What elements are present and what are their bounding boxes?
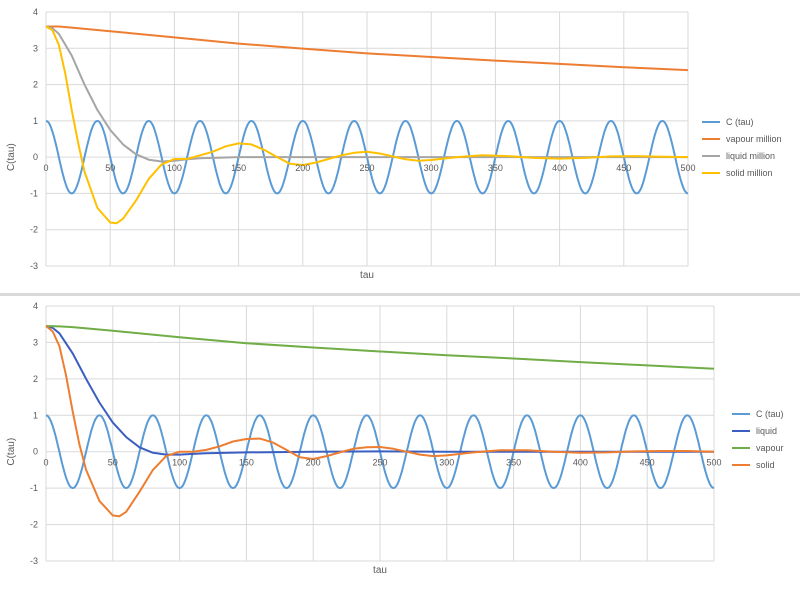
x-tick-label: 250 <box>359 163 374 173</box>
x-tick-label: 500 <box>706 458 721 468</box>
y-tick-label: 2 <box>33 80 38 90</box>
y-tick-label: -2 <box>30 520 38 530</box>
legend: C (tau) liquid vapour solid <box>732 409 784 470</box>
series-line-solid <box>45 325 715 518</box>
gridlines <box>45 11 689 267</box>
x-tick-label: 0 <box>43 458 48 468</box>
legend-label-solid: solid <box>756 460 775 470</box>
chart-panel-top: -3 -2 -1 0 1 2 3 4 0 50 100 150 200 250 300 350 400 450 50… <box>0 0 800 294</box>
x-tick-label: 350 <box>506 458 521 468</box>
legend-label-vapour-million: vapour million <box>726 134 782 144</box>
series-line-vapour-million <box>46 25 689 72</box>
y-axis-title: C(tau) <box>6 143 17 171</box>
series-line-vapour <box>45 325 715 370</box>
x-tick-label: 200 <box>295 163 310 173</box>
legend-label-c-tau: C (tau) <box>756 409 784 419</box>
y-tick-label: 0 <box>33 152 38 162</box>
legend-label-c-tau: C (tau) <box>726 117 754 127</box>
x-tick-label: 400 <box>552 163 567 173</box>
y-tick-label: -3 <box>30 261 38 271</box>
chart-bottom: -3 -2 -1 0 1 2 3 4 0 50 100 150 200 250 300 350 400 450 50… <box>6 301 784 576</box>
y-tick-label: -3 <box>30 556 38 566</box>
y-tick-label: 2 <box>33 374 38 384</box>
y-tick-label: 3 <box>33 337 38 347</box>
legend: C (tau) vapour million liquid million solid… <box>702 117 782 178</box>
y-tick-label: 3 <box>33 43 38 53</box>
gridlines <box>45 305 715 562</box>
x-tick-label: 350 <box>488 163 503 173</box>
y-tick-label: 0 <box>33 447 38 457</box>
y-tick-label: -2 <box>30 225 38 235</box>
chart-top: -3 -2 -1 0 1 2 3 4 0 50 100 150 200 250 300 350 400 450 50… <box>6 7 782 281</box>
y-tick-label: -1 <box>30 188 38 198</box>
x-tick-label: 250 <box>372 458 387 468</box>
x-axis-title: tau <box>360 270 374 281</box>
legend-label-liquid-million: liquid million <box>726 151 775 161</box>
x-axis-title: tau <box>373 565 387 576</box>
x-tick-label: 400 <box>573 458 588 468</box>
panel-separator <box>0 293 800 296</box>
y-axis-title: C(tau) <box>6 438 17 466</box>
legend-label-liquid: liquid <box>756 426 777 436</box>
x-tick-label: 450 <box>640 458 655 468</box>
y-tick-label: 4 <box>33 301 38 311</box>
x-tick-label: 0 <box>43 163 48 173</box>
x-tick-label: 150 <box>239 458 254 468</box>
x-tick-label: 150 <box>231 163 246 173</box>
y-tick-label: 1 <box>33 410 38 420</box>
x-tick-label: 300 <box>439 458 454 468</box>
x-tick-label: 200 <box>306 458 321 468</box>
x-tick-label: 300 <box>424 163 439 173</box>
legend-label-vapour: vapour <box>756 443 784 453</box>
y-tick-label: -1 <box>30 483 38 493</box>
x-tick-label: 450 <box>616 163 631 173</box>
x-tick-label: 100 <box>167 163 182 173</box>
y-tick-label: 1 <box>33 116 38 126</box>
legend-label-solid-million: solid million <box>726 168 773 178</box>
x-tick-label: 100 <box>172 458 187 468</box>
series-line-solid-million <box>45 25 689 225</box>
x-tick-label: 50 <box>105 163 115 173</box>
chart-panel-bottom: -3 -2 -1 0 1 2 3 4 0 50 100 150 200 250 300 350 400 450 50… <box>0 296 800 589</box>
x-tick-label: 500 <box>680 163 695 173</box>
x-tick-label: 50 <box>108 458 118 468</box>
y-tick-label: 4 <box>33 7 38 17</box>
